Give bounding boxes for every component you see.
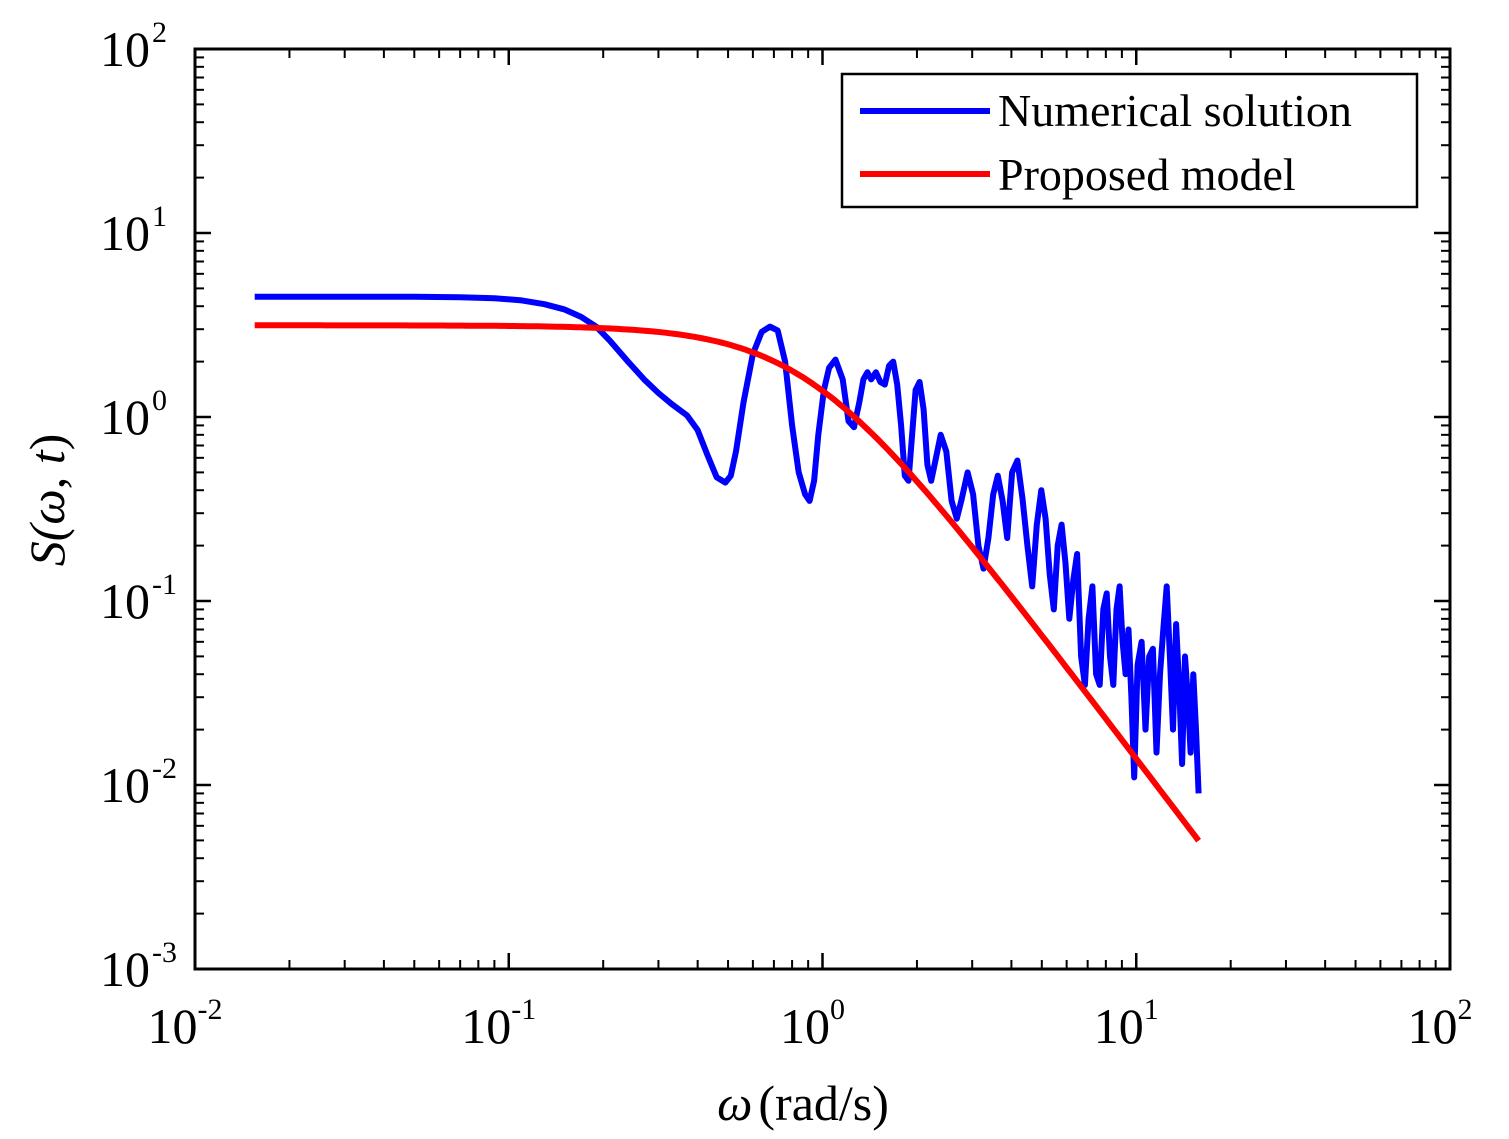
x-axis-unit: (rad/s) (758, 1075, 889, 1131)
series-numerical-solution (254, 293, 1202, 794)
y-axis-symbol: ω (19, 489, 75, 524)
y-axis-close: ) (19, 434, 75, 451)
x-tick-base: 10 (461, 998, 511, 1054)
y-tick-exponent: 0 (152, 384, 167, 417)
x-tick-base: 10 (1094, 998, 1144, 1054)
x-tick-exponent: 1 (1144, 993, 1159, 1026)
y-axis-label: S(ω, t) (19, 434, 75, 567)
x-axis-label: ω (rad/s) (717, 1075, 889, 1131)
x-tick-label: 10-2 (148, 993, 223, 1054)
x-tick-base: 10 (148, 998, 198, 1054)
y-tick-exponent: 2 (152, 16, 167, 49)
legend-label-model: Proposed model (998, 149, 1296, 200)
x-axis-symbol: ω (717, 1075, 752, 1131)
y-tick-base: 10 (100, 941, 150, 997)
x-tick-exponent: 0 (830, 993, 845, 1026)
legend-label-numerical: Numerical solution (998, 85, 1352, 136)
y-tick-exponent: -3 (152, 936, 177, 969)
x-tick-label: 102 (1408, 993, 1473, 1054)
series-proposed-model (254, 322, 1202, 843)
plot-frame (193, 47, 1452, 971)
y-tick-exponent: -2 (152, 752, 177, 785)
y-tick-exponent: 1 (152, 200, 167, 233)
y-axis-func: S( (19, 521, 75, 566)
y-tick-base: 10 (100, 205, 150, 261)
x-tick-base: 10 (1408, 998, 1458, 1054)
y-tick-base: 10 (100, 757, 150, 813)
x-tick-label: 101 (1094, 993, 1159, 1054)
x-tick-exponent: 2 (1458, 993, 1473, 1026)
x-tick-label: 10-1 (461, 993, 536, 1054)
y-tick-base: 10 (100, 389, 150, 445)
series-layer (254, 293, 1202, 843)
x-tick-label: 100 (780, 993, 845, 1054)
legend-box (840, 72, 1419, 209)
y-axis-arg: t (19, 449, 75, 464)
y-axis-sep: , (19, 464, 75, 489)
legend: Numerical solution Proposed model (840, 72, 1419, 209)
x-tick-exponent: -2 (198, 993, 223, 1026)
y-tick-exponent: -1 (152, 568, 177, 601)
x-tick-base: 10 (780, 998, 830, 1054)
x-tick-exponent: -1 (511, 993, 536, 1026)
y-tick-base: 10 (100, 573, 150, 629)
x-tick-labels: 10-2 10-1 100 101 102 (148, 993, 1473, 1054)
y-tick-base: 10 (100, 21, 150, 77)
